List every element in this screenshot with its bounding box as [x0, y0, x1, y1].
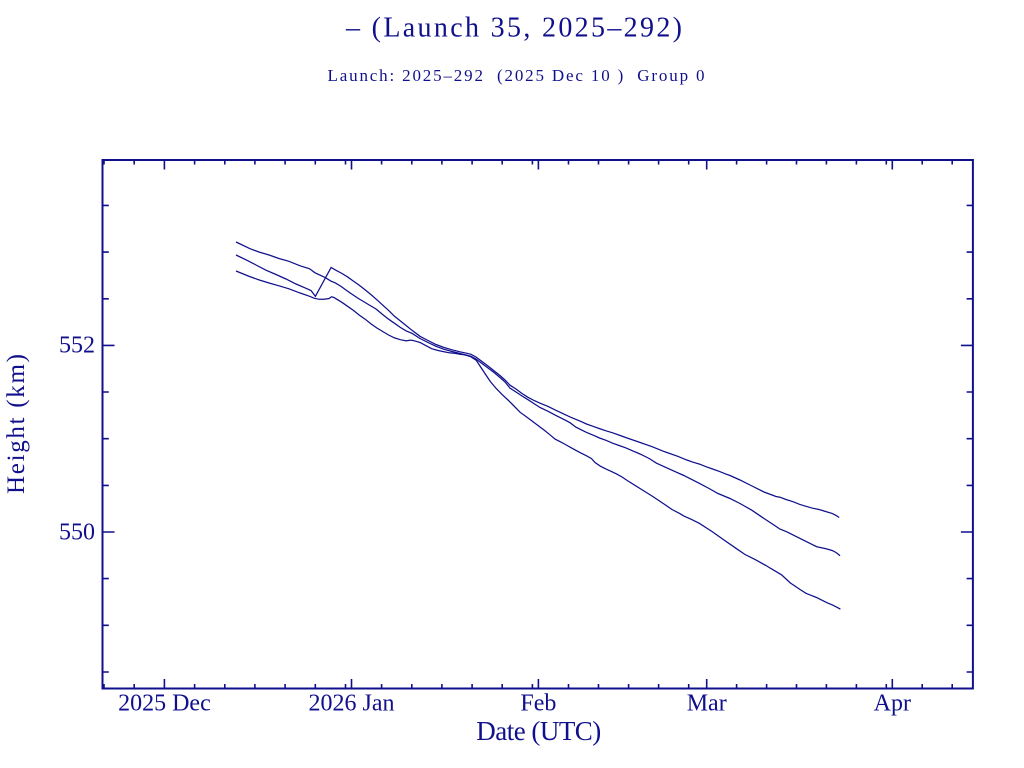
svg-text:552: 552 [59, 333, 95, 359]
svg-text:2025 Dec: 2025 Dec [118, 691, 211, 717]
svg-text:Mar: Mar [687, 691, 727, 717]
svg-text:– (Launch 35, 2025–292): – (Launch 35, 2025–292) [345, 13, 682, 44]
svg-text:Height (km): Height (km) [3, 354, 30, 494]
svg-text:Apr: Apr [874, 691, 911, 717]
svg-text:Date (UTC): Date (UTC) [476, 716, 601, 746]
svg-text:550: 550 [59, 519, 95, 545]
svg-text:Launch: 2025–292 (2025 Dec 10: Launch: 2025–292 (2025 Dec 10 ) Group 0 [328, 66, 705, 85]
svg-text:2026 Jan: 2026 Jan [309, 691, 395, 717]
svg-text:Feb: Feb [520, 691, 556, 717]
